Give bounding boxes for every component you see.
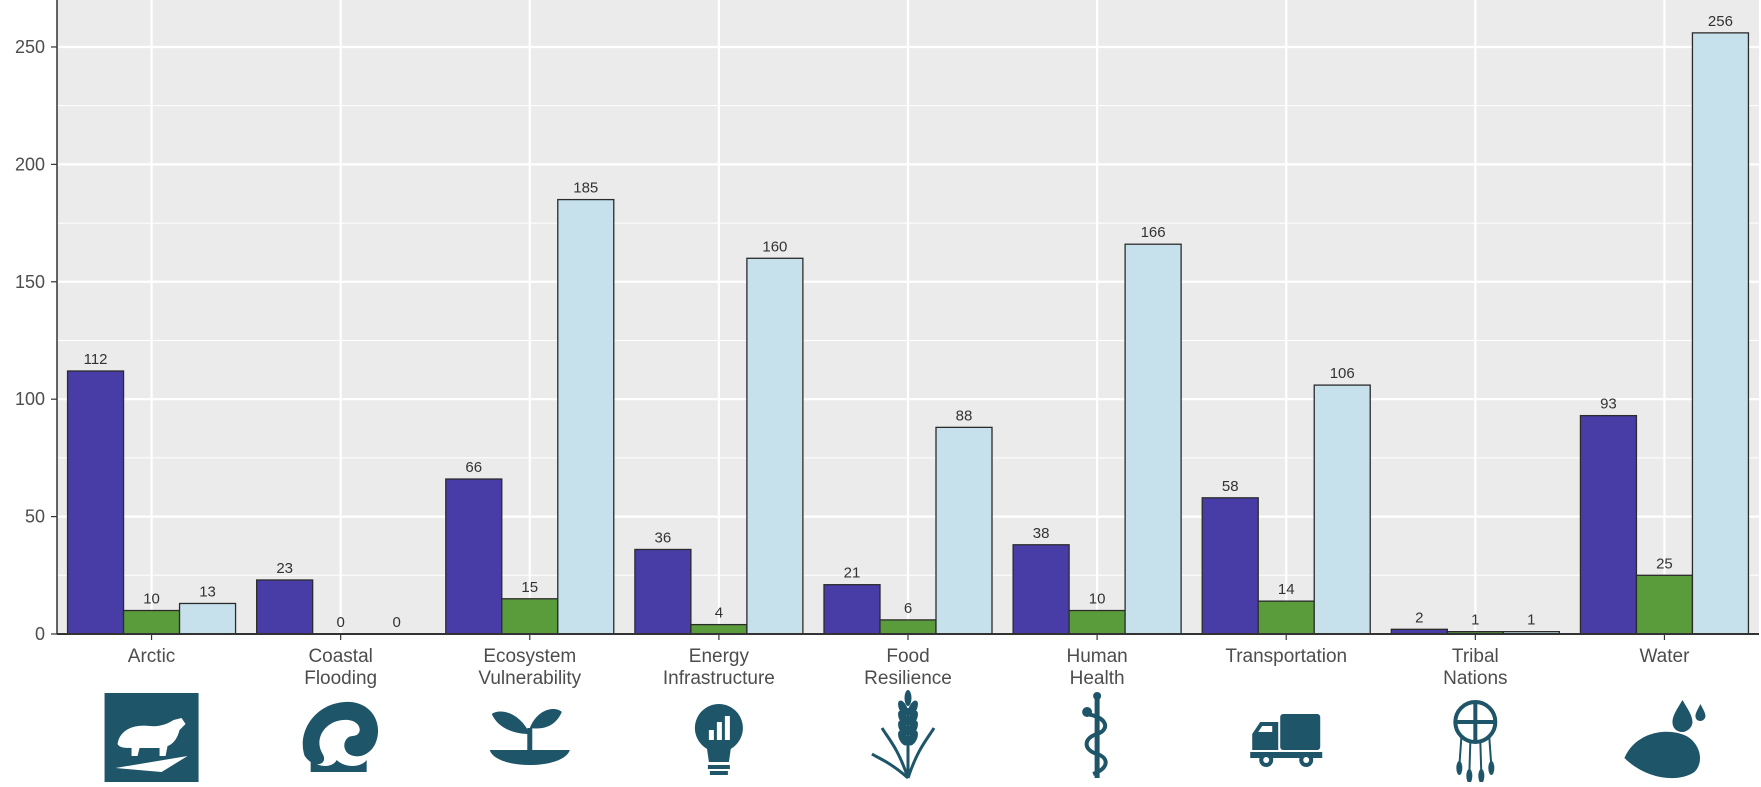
bar-series-3	[746, 257, 804, 635]
data-label: 256	[1708, 13, 1733, 30]
x-tick-label-line: Ecosystem	[483, 646, 576, 667]
bar-series-1	[66, 370, 125, 635]
lightbulb-chart-icon	[694, 704, 743, 775]
data-label: 23	[276, 560, 293, 577]
data-label: 1	[1527, 612, 1535, 629]
x-tick-label-line: Energy	[689, 646, 750, 667]
y-tick-label: 50	[25, 507, 45, 527]
wheat-icon	[871, 690, 936, 780]
bar-series-2	[879, 619, 937, 635]
data-label: 4	[715, 605, 723, 622]
data-label: 160	[762, 238, 787, 255]
x-tick-label: Transportation	[1225, 646, 1347, 667]
data-label: 66	[465, 459, 482, 476]
data-label: 25	[1656, 555, 1673, 572]
x-tick-label-line: Coastal	[308, 646, 372, 667]
bar-series-3	[1313, 384, 1371, 635]
wave-icon	[302, 701, 379, 772]
x-tick-label-line: Vulnerability	[478, 668, 581, 689]
data-label: 13	[199, 583, 216, 600]
x-tick-label: Coastal Flooding	[304, 646, 377, 689]
y-tick-label: 200	[15, 154, 45, 174]
x-tick-label-line: Human	[1066, 646, 1127, 667]
data-label: 38	[1033, 525, 1050, 542]
data-label: 0	[336, 614, 344, 631]
dreamcatcher-icon	[1453, 700, 1498, 783]
category-icons	[104, 690, 1706, 787]
y-tick-label: 100	[15, 389, 45, 409]
data-label: 6	[904, 600, 912, 617]
x-tick-label-line: Water	[1639, 646, 1690, 667]
bar-series-1	[445, 478, 503, 635]
bar-series-1	[634, 548, 692, 635]
bar-series-2	[1635, 574, 1694, 635]
y-tick-label: 0	[35, 624, 45, 644]
bar-series-3	[1691, 32, 1750, 635]
bar-series-2	[1257, 600, 1315, 635]
bar-series-1	[256, 579, 314, 635]
water-drop-icon	[1624, 700, 1706, 779]
data-label: 58	[1222, 478, 1239, 495]
data-label: 15	[521, 579, 538, 596]
x-tick-label-line: Arctic	[128, 646, 176, 667]
bar-series-2	[690, 623, 748, 635]
data-label: 0	[392, 614, 400, 631]
sprout-icon	[489, 709, 570, 765]
data-labels: 112 23 66 36 21 38 58 2 93 10 0 15 4 6 10 14 1 25 13 0 185 16…	[84, 13, 1733, 631]
y-tick-label: 250	[15, 37, 45, 57]
data-label: 88	[956, 407, 973, 424]
data-label: 112	[84, 351, 108, 368]
x-tick-label-line: Food	[886, 646, 929, 667]
gridlines	[57, 0, 1759, 636]
bar-series-2	[122, 609, 181, 635]
data-label: 185	[573, 180, 598, 197]
data-label: 2	[1415, 609, 1423, 626]
data-label: 93	[1600, 396, 1617, 413]
x-tick-label: Water	[1639, 646, 1690, 667]
data-label: 1	[1471, 612, 1479, 629]
x-tick-label-line: Transportation	[1225, 646, 1347, 667]
caduceus-icon	[1082, 692, 1108, 778]
data-label: 36	[655, 529, 672, 546]
x-tick-label: Ecosystem Vulnerability	[478, 646, 581, 689]
data-label: 106	[1330, 365, 1355, 382]
x-tick-label: Tribal Nations	[1443, 646, 1507, 689]
x-tick-label-line: Health	[1070, 668, 1125, 689]
bar-series-3	[557, 198, 615, 635]
data-label: 166	[1141, 224, 1166, 241]
bar-series-1	[1201, 497, 1259, 635]
x-tick-label: Energy Infrastructure	[663, 646, 775, 689]
x-tick-label-line: Flooding	[304, 668, 377, 689]
bar-series-2	[1068, 609, 1126, 635]
x-tick-label: Arctic	[128, 646, 176, 667]
data-label: 10	[143, 591, 160, 608]
bar-series-1	[1579, 414, 1638, 635]
bar-series-3	[1124, 243, 1182, 635]
bar-series-1	[1012, 544, 1070, 635]
bar-series-3	[178, 602, 237, 635]
data-label: 21	[844, 565, 861, 582]
polar-bear-icon	[104, 693, 199, 787]
x-tick-label: Human Health	[1066, 646, 1127, 689]
x-tick-label-line: Tribal	[1452, 646, 1499, 667]
data-label: 14	[1278, 581, 1295, 598]
y-tick-label: 150	[15, 272, 45, 292]
bar-series-2	[501, 598, 559, 635]
x-tick-label-line: Resilience	[864, 668, 952, 689]
bars	[66, 32, 1750, 635]
data-label: 10	[1089, 591, 1106, 608]
truck-icon	[1250, 714, 1323, 767]
x-tick-label: Food Resilience	[864, 646, 952, 689]
x-tick-label-line: Infrastructure	[663, 668, 775, 689]
x-tick-label-line: Nations	[1443, 668, 1507, 689]
bar-series-1	[823, 584, 881, 635]
bar-series-3	[935, 426, 993, 635]
